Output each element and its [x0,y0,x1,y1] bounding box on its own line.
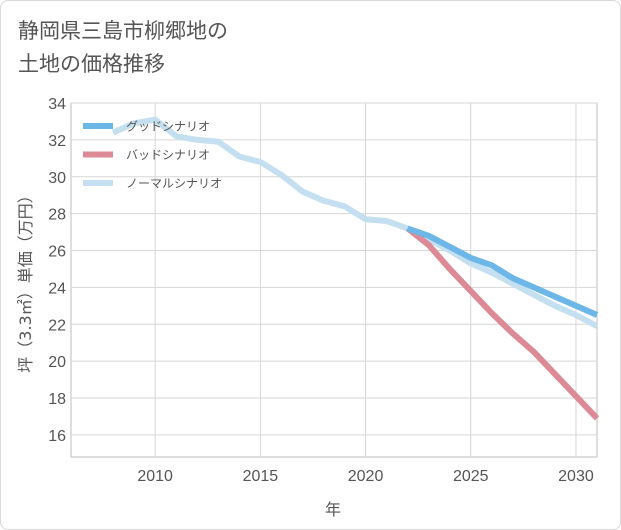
y-tick-label: 26 [48,244,66,261]
legend-label-1: バッドシナリオ [126,148,210,162]
legend-label-0: グッドシナリオ [126,120,210,134]
series-line-2 [111,116,599,329]
y-tick-label: 32 [48,133,66,150]
y-tick-label: 28 [48,207,66,224]
x-tick-label: 2020 [348,468,384,485]
chart-title-line-2: 土地の価格推移 [18,52,165,76]
chart-title-line-1: 静岡県三島市柳郷地の [18,19,228,43]
y-axis-title: 坪（3.3㎡）単価（万円） [16,187,35,372]
tick-labels: 16 18 20 22 24 26 28 30 32 34 2010 2015 2020 2025 2030 [48,96,594,485]
y-tick-label: 20 [48,354,66,371]
y-tick-label: 16 [48,428,66,445]
x-tick-label: 2015 [243,468,279,485]
y-tick-label: 22 [48,317,66,334]
chart-title: 静岡県三島市柳郷地の 土地の価格推移 [18,15,228,81]
series-line-0 [406,225,599,318]
y-tick-label: 24 [48,280,66,297]
y-tick-label: 18 [48,391,66,408]
grid-lines [71,102,597,457]
legend-label-2: ノーマルシナリオ [126,177,222,191]
x-tick-label: 2030 [558,468,594,485]
x-axis-title: 年 [325,500,341,519]
y-tick-label: 30 [48,170,66,187]
x-tick-label: 2025 [453,468,489,485]
x-tick-label: 2010 [137,468,173,485]
series-lines [111,116,600,421]
series-line-1 [405,226,600,421]
y-tick-label: 34 [48,96,66,113]
